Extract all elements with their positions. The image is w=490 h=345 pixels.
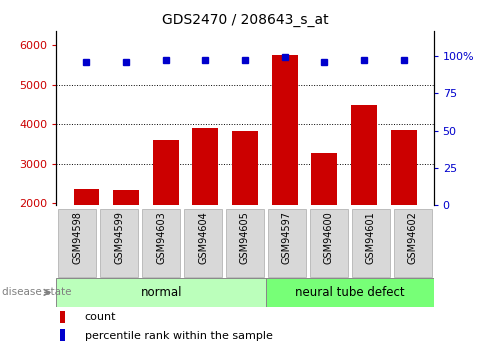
Text: GSM94598: GSM94598 — [73, 211, 82, 264]
FancyBboxPatch shape — [58, 209, 96, 277]
Bar — [153, 140, 178, 283]
FancyBboxPatch shape — [266, 278, 434, 307]
FancyBboxPatch shape — [310, 209, 348, 277]
FancyBboxPatch shape — [142, 209, 180, 277]
Text: GSM94599: GSM94599 — [114, 211, 124, 264]
Text: GSM94603: GSM94603 — [156, 211, 166, 264]
Bar — [74, 189, 99, 283]
Text: GSM94602: GSM94602 — [408, 211, 417, 264]
Text: GSM94601: GSM94601 — [366, 211, 376, 264]
Title: GDS2470 / 208643_s_at: GDS2470 / 208643_s_at — [162, 13, 328, 27]
Bar — [351, 105, 377, 283]
Text: GSM94604: GSM94604 — [198, 211, 208, 264]
Text: GSM94600: GSM94600 — [324, 211, 334, 264]
Text: percentile rank within the sample: percentile rank within the sample — [85, 331, 272, 341]
Text: GSM94605: GSM94605 — [240, 211, 250, 264]
Bar — [272, 55, 297, 283]
Bar — [312, 153, 337, 283]
Bar — [391, 130, 416, 283]
Text: neural tube defect: neural tube defect — [295, 286, 405, 299]
FancyBboxPatch shape — [56, 278, 266, 307]
Bar — [113, 190, 139, 283]
FancyBboxPatch shape — [226, 209, 264, 277]
FancyBboxPatch shape — [100, 209, 138, 277]
Text: disease state: disease state — [2, 287, 72, 297]
FancyBboxPatch shape — [352, 209, 390, 277]
Bar — [60, 311, 65, 323]
FancyBboxPatch shape — [394, 209, 432, 277]
Text: count: count — [85, 312, 116, 322]
Text: normal: normal — [141, 286, 182, 299]
FancyBboxPatch shape — [268, 209, 306, 277]
Bar — [60, 329, 65, 341]
Bar — [193, 128, 218, 283]
Bar — [232, 131, 258, 283]
FancyBboxPatch shape — [184, 209, 222, 277]
Text: GSM94597: GSM94597 — [282, 211, 292, 264]
